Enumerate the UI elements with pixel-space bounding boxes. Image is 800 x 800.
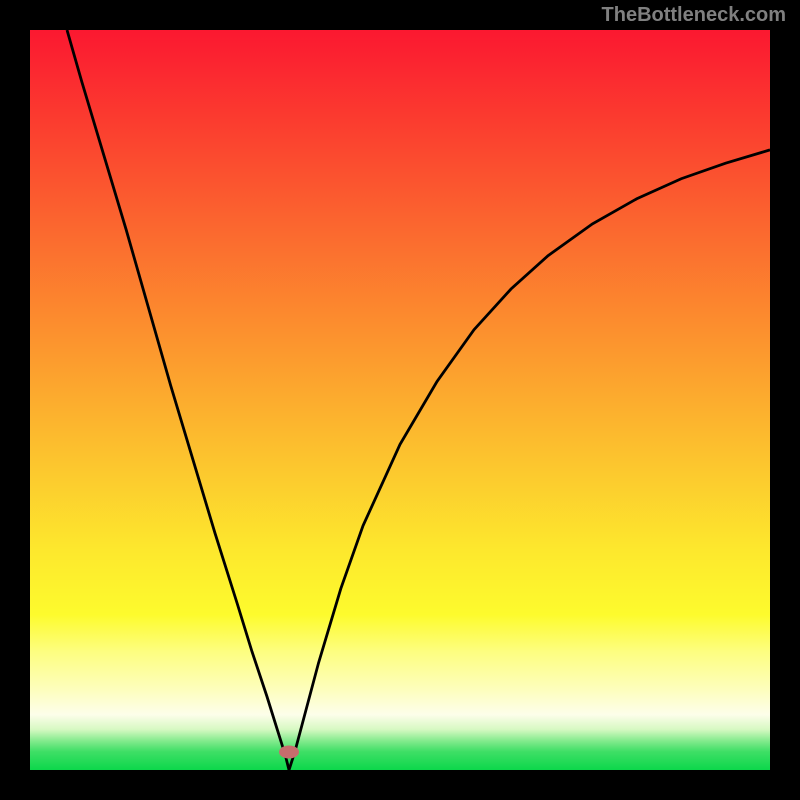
curve-left-branch	[67, 30, 289, 770]
chart-curve-svg	[30, 30, 770, 770]
watermark-text: TheBottleneck.com	[602, 4, 786, 27]
curve-right-branch	[289, 150, 770, 770]
chart-plot-area	[30, 30, 770, 770]
dip-marker	[279, 745, 299, 758]
